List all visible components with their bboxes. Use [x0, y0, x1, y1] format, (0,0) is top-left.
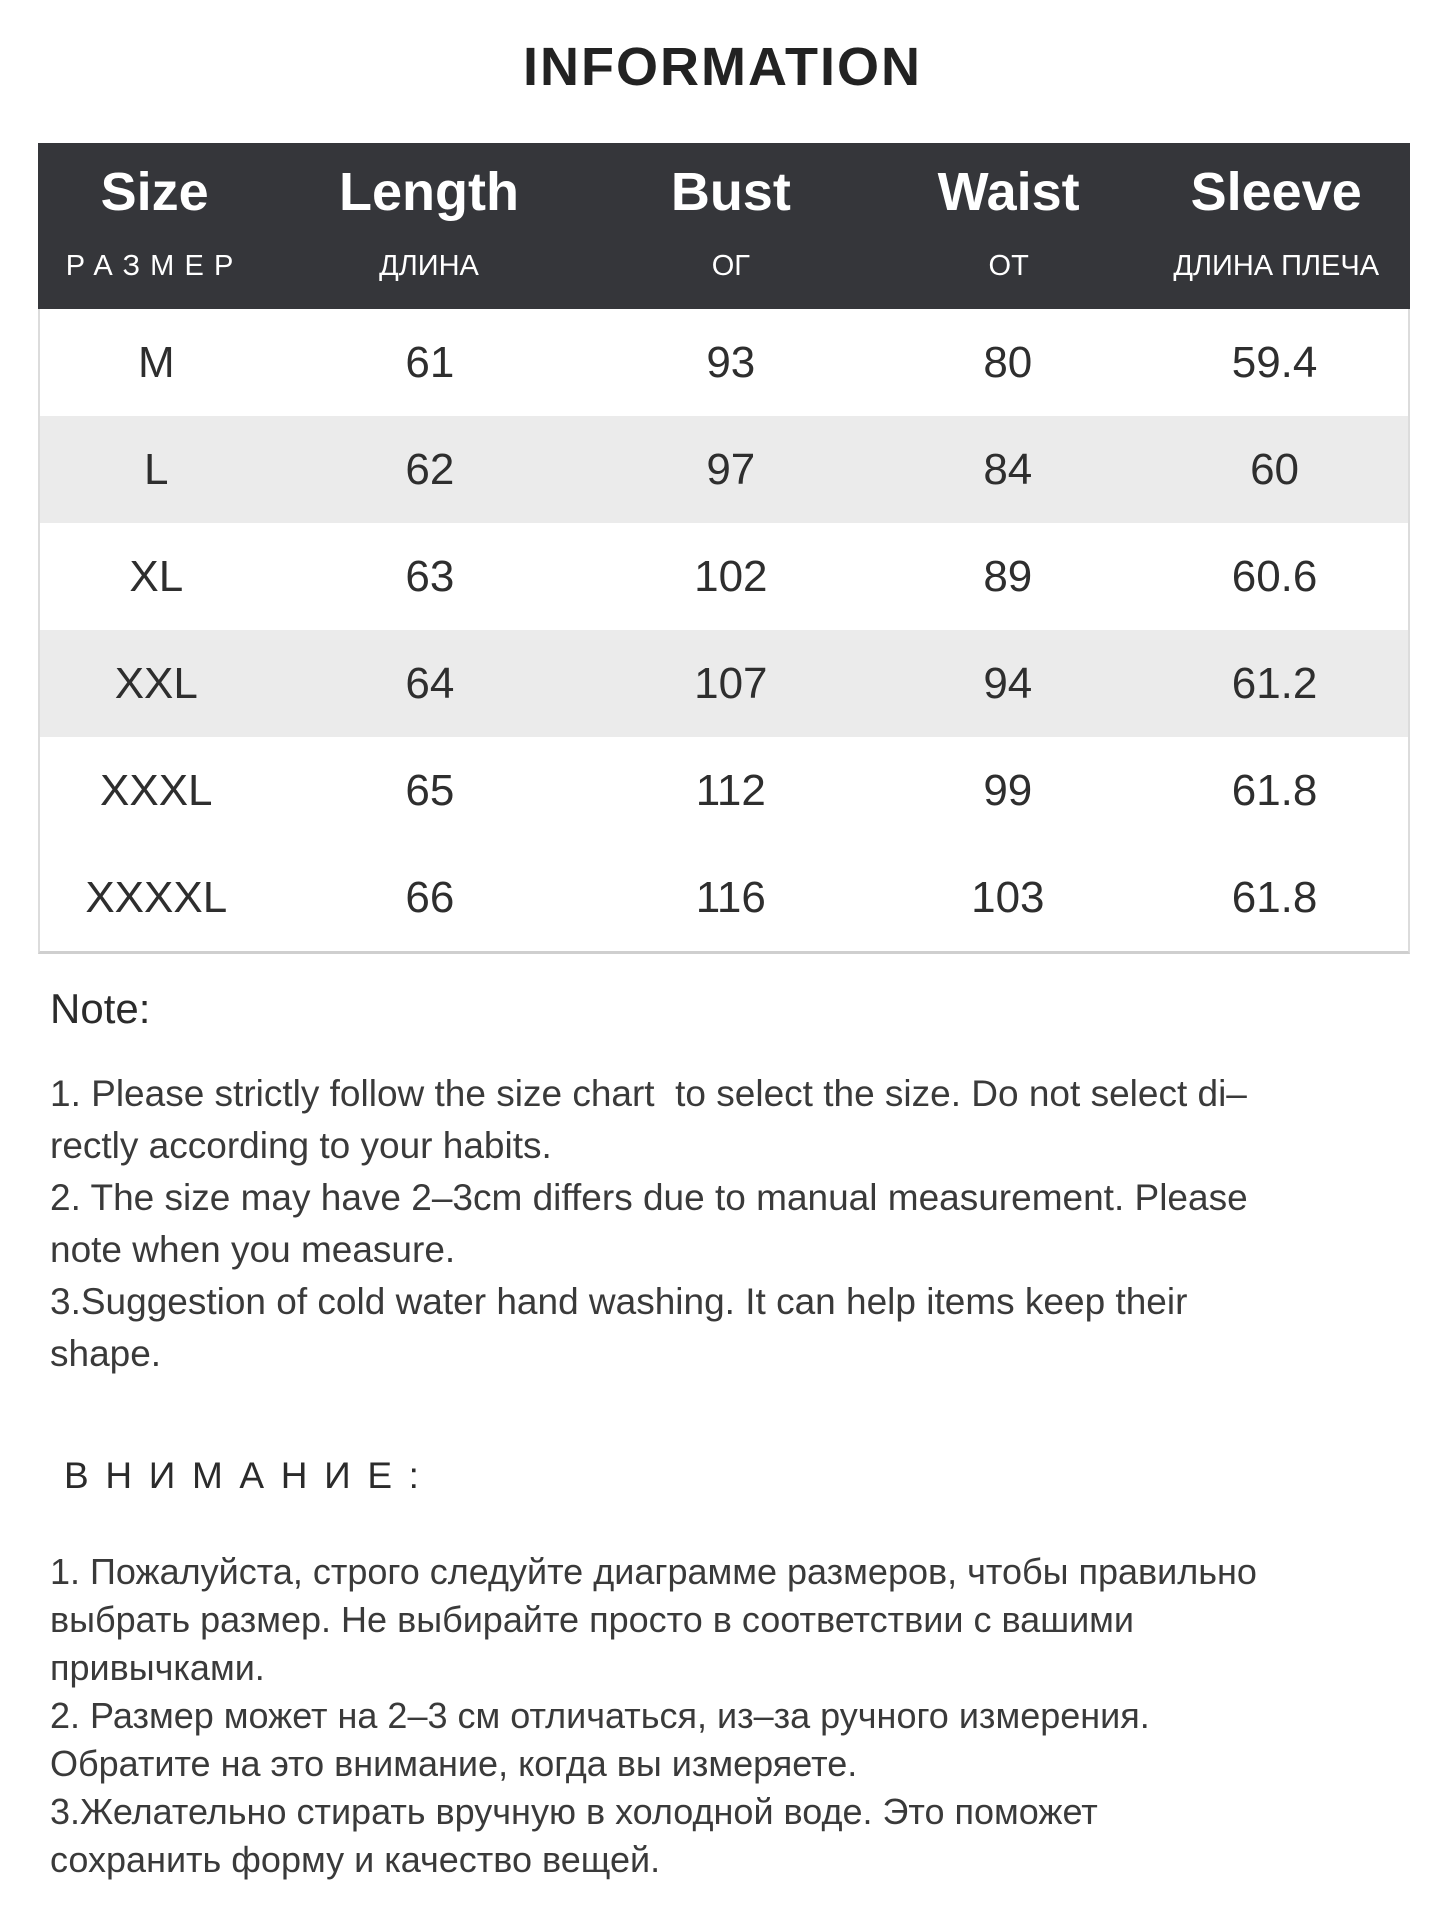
cell-sleeve: 61.2 [1231, 658, 1318, 708]
cell-size: XXXXL [85, 872, 228, 922]
note-line: 3.Желательно стирать вручную в холодной … [50, 1791, 1098, 1832]
cell-waist: 80 [983, 337, 1033, 387]
notes-en: 1. Please strictly follow the size chart… [50, 1068, 1430, 1380]
size-table-header: Size РАЗМЕР Length ДЛИНА Bust ОГ Waist О… [38, 143, 1410, 309]
column-header-sleeve: Sleeve ДЛИНА ПЛЕЧА [1142, 143, 1410, 309]
note-line: сохранить форму и качество вещей. [50, 1839, 661, 1880]
size-table: Size РАЗМЕР Length ДЛИНА Bust ОГ Waist О… [38, 143, 1410, 954]
cell-length: 64 [405, 658, 455, 708]
cell-length: 66 [405, 872, 455, 922]
cell-length: 63 [405, 551, 455, 601]
column-label-en: Length [339, 162, 519, 222]
size-table-body: M 61 93 80 59.4 L 62 97 84 60 XL 63 102 … [38, 309, 1410, 954]
table-row-xxxl: XXXL 65 112 99 61.8 [40, 737, 1408, 844]
cell-sleeve: 60 [1250, 444, 1300, 494]
cell-size: XXXL [100, 765, 213, 815]
cell-length: 62 [405, 444, 455, 494]
column-header-waist: Waist ОТ [875, 143, 1143, 309]
column-label-ru: ДЛИНА [379, 250, 479, 282]
cell-bust: 112 [695, 765, 766, 815]
column-header-length: Length ДЛИНА [271, 143, 587, 309]
cell-waist: 94 [983, 658, 1033, 708]
column-label-ru: РАЗМЕР [65, 250, 244, 282]
page-title: INFORMATION [523, 37, 922, 97]
note-heading-ru: ВНИМАНИЕ: [64, 1455, 436, 1496]
table-row-xxl: XXL 64 107 94 61.2 [40, 630, 1408, 737]
note-line: shape. [50, 1333, 162, 1374]
note-line: 1. Please strictly follow the size chart… [50, 1073, 1247, 1114]
table-row-m: M 61 93 80 59.4 [40, 309, 1408, 416]
cell-size: M [137, 337, 175, 387]
cell-sleeve: 61.8 [1231, 765, 1318, 815]
note-line: 2. Размер может на 2–3 см отличаться, из… [50, 1695, 1150, 1736]
cell-waist: 99 [983, 765, 1033, 815]
note-line: Обратите на это внимание, когда вы измер… [50, 1743, 858, 1784]
cell-waist: 103 [971, 872, 1045, 922]
table-row-xl: XL 63 102 89 60.6 [40, 523, 1408, 630]
cell-sleeve: 61.8 [1231, 872, 1318, 922]
note-line: 2. The size may have 2–3cm differs due t… [50, 1177, 1248, 1218]
cell-length: 65 [405, 765, 455, 815]
note-heading-en: Note: [50, 985, 151, 1032]
note-line: выбрать размер. Не выбирайте просто в со… [50, 1599, 1135, 1640]
cell-waist: 89 [983, 551, 1033, 601]
cell-sleeve: 60.6 [1231, 551, 1318, 601]
cell-bust: 107 [694, 658, 768, 708]
column-label-ru: ДЛИНА ПЛЕЧА [1173, 250, 1380, 282]
cell-bust: 116 [695, 872, 766, 922]
column-label-ru: ОТ [988, 250, 1029, 282]
cell-size: XXL [114, 658, 198, 708]
cell-size: XL [129, 551, 184, 601]
cell-waist: 84 [983, 444, 1033, 494]
note-line: 3.Suggestion of cold water hand washing.… [50, 1281, 1188, 1322]
column-label-en: Size [100, 162, 209, 222]
column-label-en: Bust [670, 162, 791, 222]
note-line: привычками. [50, 1647, 265, 1688]
cell-sleeve: 59.4 [1231, 337, 1318, 387]
note-line: rectly according to your habits. [50, 1125, 552, 1166]
column-label-en: Waist [937, 162, 1080, 222]
column-header-size: Size РАЗМЕР [38, 143, 271, 309]
cell-length: 61 [405, 337, 455, 387]
cell-size: L [144, 444, 169, 494]
note-line: note when you measure. [50, 1229, 456, 1270]
column-label-en: Sleeve [1190, 162, 1362, 222]
table-row-xxxxl: XXXXL 66 116 103 61.8 [40, 844, 1408, 951]
column-label-ru: ОГ [711, 250, 750, 282]
column-header-bust: Bust ОГ [587, 143, 875, 309]
cell-bust: 93 [706, 337, 756, 387]
table-row-l: L 62 97 84 60 [40, 416, 1408, 523]
notes-ru: 1. Пожалуйста, строго следуйте диаграмме… [50, 1548, 1430, 1884]
cell-bust: 102 [694, 551, 768, 601]
note-line: 1. Пожалуйста, строго следуйте диаграмме… [50, 1551, 1257, 1592]
cell-bust: 97 [706, 444, 756, 494]
